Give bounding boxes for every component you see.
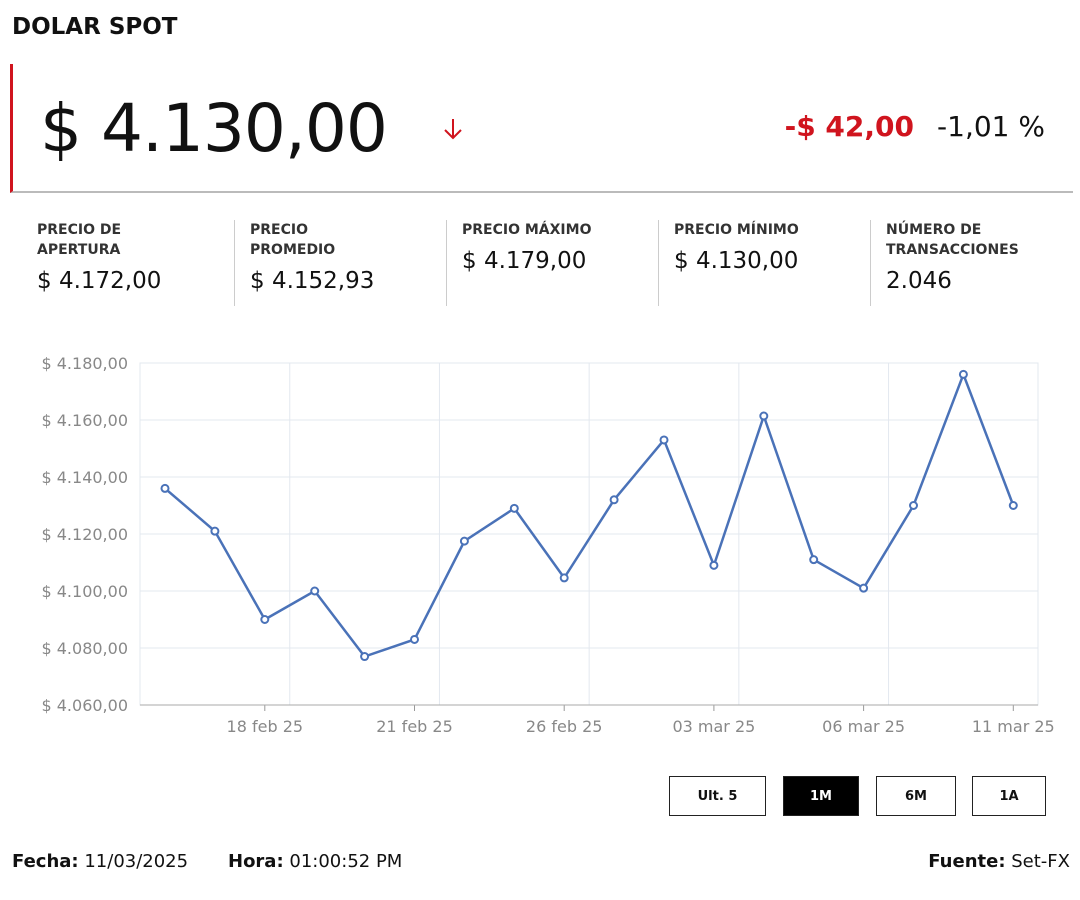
stat: PRECIO PROMEDIO $ 4.152,93 — [234, 220, 446, 306]
source-value: Set-FX — [1011, 851, 1070, 872]
point — [709, 560, 719, 570]
title: DOLAR SPOT — [12, 14, 178, 40]
series-line — [164, 370, 1015, 659]
stat-label: NÚMERO DE TRANSACCIONES — [886, 222, 1019, 258]
x-tick-label: 03 mar 25 — [672, 717, 755, 736]
range-button[interactable]: Ult. 5 — [669, 776, 766, 816]
point — [210, 526, 220, 536]
point — [410, 634, 419, 644]
point — [559, 573, 569, 583]
stat-value: $ 4.179,00 — [462, 248, 587, 274]
y-tick-label: $ 4.180,00 — [41, 354, 128, 373]
change-pct: -1,01 % — [937, 110, 1045, 143]
x-tick-label: 18 feb 25 — [227, 717, 304, 736]
source-label: Fuente: — [928, 851, 1006, 872]
x-tick-label: 11 mar 25 — [972, 717, 1055, 736]
down-arrow — [444, 119, 462, 140]
y-tick-label: $ 4.100,00 — [41, 582, 128, 601]
point — [958, 369, 968, 379]
range-button[interactable]: 1M — [783, 776, 859, 816]
stat-label: PRECIO PROMEDIO — [250, 222, 336, 258]
point — [759, 411, 769, 421]
stat: PRECIO MÁXIMO $ 4.179,00 — [446, 220, 658, 306]
stat-label: PRECIO MÍNIMO — [674, 222, 799, 238]
point — [260, 615, 270, 624]
x-tick-label: 06 mar 25 — [822, 717, 905, 736]
time-label: Hora: — [228, 851, 284, 872]
point — [909, 501, 918, 510]
y-tick-label: $ 4.160,00 — [41, 411, 128, 430]
point — [459, 536, 469, 546]
range-button[interactable]: 1A — [972, 776, 1046, 816]
y-tick-label: $ 4.140,00 — [41, 468, 128, 487]
date: Fecha: 11/03/2025 — [12, 851, 188, 872]
change: -$ 42,00 — [784, 110, 914, 143]
stat-value: $ 4.152,93 — [250, 268, 375, 294]
stat-label: PRECIO DE APERTURA — [37, 222, 122, 258]
point — [609, 495, 619, 505]
date-label: Fecha: — [12, 851, 79, 872]
price: $ 4.130,00 — [40, 90, 388, 167]
point — [160, 483, 170, 493]
x-tick-label: 26 feb 25 — [526, 717, 603, 736]
y-tick-label: $ 4.060,00 — [41, 696, 128, 715]
stat-value: $ 4.130,00 — [674, 248, 799, 274]
y-tick-label: $ 4.080,00 — [41, 639, 128, 658]
time: Hora: 01:00:52 PM — [228, 851, 402, 872]
y-tick-label: $ 4.120,00 — [41, 525, 128, 544]
source: Fuente: Set-FX — [928, 851, 1070, 872]
point — [1008, 501, 1018, 510]
stat: PRECIO DE APERTURA $ 4.172,00 — [22, 220, 234, 306]
point — [310, 586, 320, 596]
point — [360, 652, 370, 662]
chart: $ 4.060,00 $ 4.080,00 $ 4.100,00 $ 4.120,00… — [41, 354, 1055, 736]
stat-value: $ 4.172,00 — [37, 268, 162, 294]
x-tick-label: 21 feb 25 — [376, 717, 453, 736]
point — [509, 503, 519, 513]
stat-label: PRECIO MÁXIMO — [462, 222, 592, 238]
range-button[interactable]: 6M — [876, 776, 956, 816]
price-box — [10, 64, 1073, 193]
time-value: 01:00:52 PM — [289, 851, 403, 872]
point — [659, 435, 669, 445]
date-value: 11/03/2025 — [84, 851, 189, 872]
point — [859, 583, 869, 593]
stat-value: 2.046 — [886, 268, 952, 294]
stat: NÚMERO DE TRANSACCIONES 2.046 — [870, 220, 1080, 306]
point — [809, 555, 819, 565]
stat: PRECIO MÍNIMO $ 4.130,00 — [658, 220, 870, 306]
